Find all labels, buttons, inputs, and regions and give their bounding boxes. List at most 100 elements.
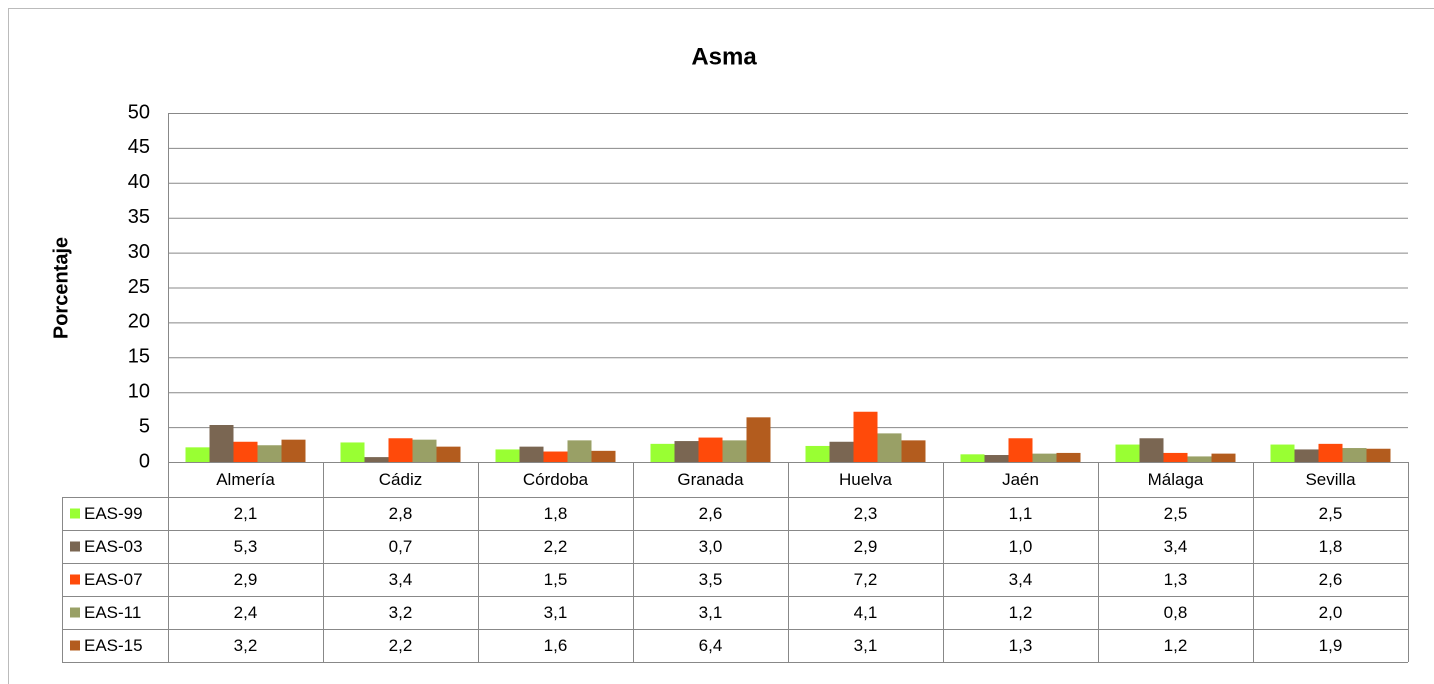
data-label: 6,4 <box>699 636 723 655</box>
data-label: 3,0 <box>699 537 723 556</box>
data-label: 2,1 <box>234 504 258 523</box>
y-axis-label: Porcentaje <box>50 237 72 339</box>
bar <box>746 417 771 462</box>
bar <box>1056 452 1081 462</box>
data-label: 2,9 <box>234 570 258 589</box>
bar <box>960 454 985 462</box>
data-label: 5,3 <box>234 537 258 556</box>
data-label: 3,2 <box>389 603 413 622</box>
data-label: 1,3 <box>1009 636 1033 655</box>
bar <box>1270 444 1295 462</box>
legend-label: EAS-11 <box>84 603 141 622</box>
data-label: 2,9 <box>854 537 878 556</box>
legend-key <box>70 508 80 519</box>
data-label: 3,1 <box>854 636 878 655</box>
data-label: 2,5 <box>1164 504 1188 523</box>
data-label: 3,4 <box>389 570 413 589</box>
x-tick-label: Córdoba <box>523 470 589 489</box>
bar <box>1115 444 1140 462</box>
legend-label: EAS-07 <box>84 570 143 589</box>
data-label: 2,4 <box>234 603 258 622</box>
data-label: 1,1 <box>1009 504 1033 523</box>
data-label: 3,1 <box>699 603 723 622</box>
bar <box>984 455 1009 462</box>
y-tick-label: 15 <box>128 346 150 368</box>
x-tick-label: Jaén <box>1002 470 1039 489</box>
legend-key <box>70 541 80 552</box>
data-label: 1,8 <box>1319 537 1343 556</box>
y-tick-label: 40 <box>128 171 150 193</box>
bar <box>1294 449 1319 462</box>
legend-label: EAS-03 <box>84 537 143 556</box>
bar <box>543 451 568 462</box>
bar <box>281 439 306 462</box>
x-tick-label: Huelva <box>839 470 892 489</box>
y-tick-label: 45 <box>128 136 150 158</box>
y-tick-label: 0 <box>139 450 150 472</box>
data-label: 0,8 <box>1164 603 1188 622</box>
bar <box>674 441 699 462</box>
legend-label: EAS-15 <box>84 636 143 655</box>
y-tick-label: 20 <box>128 311 150 333</box>
bar <box>495 449 520 462</box>
data-label: 1,2 <box>1009 603 1033 622</box>
bar <box>1318 443 1343 462</box>
chart-title: Asma <box>691 43 757 70</box>
bar <box>1342 448 1367 462</box>
bar <box>1187 456 1212 462</box>
data-label: 3,4 <box>1009 570 1033 589</box>
chart-border <box>8 8 1434 684</box>
x-tick-label: Granada <box>677 470 744 489</box>
data-label: 3,2 <box>234 636 258 655</box>
legend-label: EAS-99 <box>84 504 143 523</box>
legend-key <box>70 640 80 651</box>
bar <box>698 437 723 462</box>
data-label: 1,0 <box>1009 537 1033 556</box>
data-label: 0,7 <box>389 537 413 556</box>
data-label: 2,2 <box>544 537 568 556</box>
data-label: 2,0 <box>1319 603 1343 622</box>
data-label: 1,6 <box>544 636 568 655</box>
bar <box>388 438 413 462</box>
data-label: 2,5 <box>1319 504 1343 523</box>
data-label: 2,3 <box>854 504 878 523</box>
bar <box>805 445 830 462</box>
data-label: 2,6 <box>1319 570 1343 589</box>
y-tick-label: 25 <box>128 276 150 298</box>
data-label: 3,1 <box>544 603 568 622</box>
bar <box>185 447 210 462</box>
bar <box>1211 453 1236 462</box>
x-tick-label: Málaga <box>1148 470 1204 489</box>
bar <box>257 445 282 462</box>
bar <box>1163 452 1188 462</box>
bar <box>340 442 365 462</box>
x-tick-label: Almería <box>216 470 275 489</box>
legend-key <box>70 574 80 585</box>
bar <box>722 440 747 462</box>
data-label: 1,2 <box>1164 636 1188 655</box>
data-label: 7,2 <box>854 570 878 589</box>
data-label: 2,8 <box>389 504 413 523</box>
bar <box>650 443 675 462</box>
bar <box>436 446 461 462</box>
bar <box>567 440 592 462</box>
bar <box>853 411 878 462</box>
bar <box>901 440 926 462</box>
x-tick-label: Sevilla <box>1305 470 1356 489</box>
data-label: 1,9 <box>1319 636 1343 655</box>
bar <box>1139 438 1164 462</box>
bar <box>364 457 389 462</box>
data-label: 3,4 <box>1164 537 1188 556</box>
bar <box>877 433 902 462</box>
y-tick-label: 35 <box>128 206 150 228</box>
y-tick-label: 5 <box>139 415 150 437</box>
bar <box>209 425 234 462</box>
data-label: 1,5 <box>544 570 568 589</box>
bar <box>1366 448 1391 462</box>
bar <box>519 446 544 462</box>
data-label: 2,2 <box>389 636 413 655</box>
data-label: 3,5 <box>699 570 723 589</box>
bar <box>412 439 437 462</box>
legend-key <box>70 607 80 618</box>
